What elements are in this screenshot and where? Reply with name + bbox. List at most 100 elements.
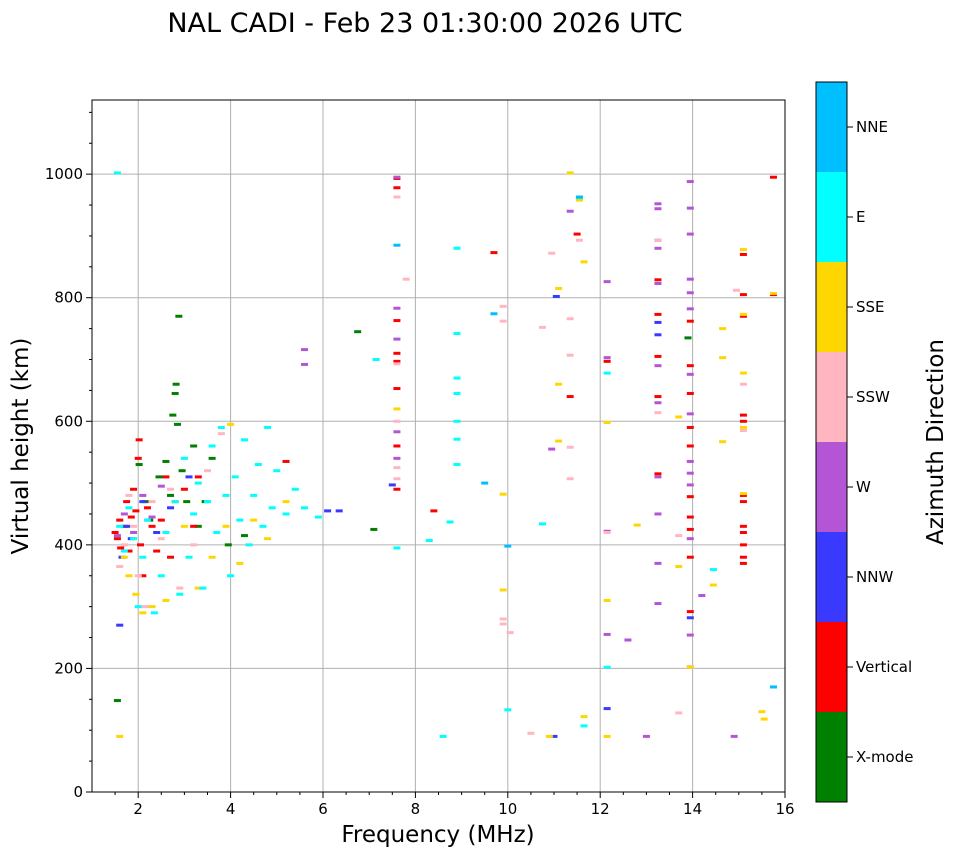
data-point-x-mode (370, 527, 378, 531)
data-point-w (686, 483, 694, 487)
data-point-vertical (194, 475, 202, 479)
data-point-sse (769, 291, 777, 295)
data-point-sse (393, 407, 401, 411)
data-point-vertical (654, 278, 662, 282)
data-point-ssw (739, 382, 747, 386)
data-point-e (453, 391, 461, 395)
data-point-e (453, 437, 461, 441)
data-point-e (157, 574, 165, 578)
data-point-sse (719, 327, 727, 331)
data-point-sse (139, 611, 147, 615)
data-point-w (654, 561, 662, 565)
data-point-vertical (393, 487, 401, 491)
data-point-nnw (654, 320, 662, 324)
data-point-e (453, 463, 461, 467)
data-point-e (134, 605, 142, 609)
data-point-vertical (130, 487, 138, 491)
data-point-vertical (654, 472, 662, 476)
data-point-sse (499, 588, 507, 592)
data-point-e (143, 518, 151, 522)
data-point-e (291, 487, 299, 491)
data-point-e (453, 332, 461, 336)
colorbar: X-mode Vertical NNW W SSW SSE E NNE (815, 81, 913, 803)
data-point-w (603, 280, 611, 284)
data-point-x-mode (135, 463, 143, 467)
data-point-e (504, 708, 512, 712)
data-point-nnw (552, 294, 560, 298)
data-point-e (453, 246, 461, 250)
x-tick-label: 6 (318, 800, 328, 818)
data-point-vertical (739, 419, 747, 423)
colorbar-segment-sse (816, 262, 847, 352)
colorbar-tick-label: X-mode (856, 748, 913, 766)
data-point-sse (709, 583, 717, 587)
data-point-w (548, 447, 556, 451)
data-point-x-mode (178, 469, 186, 473)
data-point-sse (739, 492, 747, 496)
data-point-nnw (153, 531, 161, 534)
data-point-w (624, 638, 632, 642)
data-point-e (273, 469, 281, 473)
data-point-nnw (654, 333, 662, 337)
data-point-w (393, 175, 401, 179)
data-point-sse (686, 665, 694, 669)
data-point-w (642, 734, 650, 738)
data-point-vertical (116, 518, 124, 522)
data-point-sse (120, 555, 128, 559)
data-point-x-mode (172, 382, 180, 386)
data-point-w (566, 209, 574, 213)
data-point-e (439, 734, 447, 738)
data-point-ssw (393, 477, 401, 481)
plot-area (92, 100, 785, 792)
data-point-ssw (402, 277, 410, 281)
data-point-w (686, 412, 694, 416)
data-point-x-mode (162, 459, 170, 463)
data-point-e (222, 493, 230, 497)
data-point-sse (499, 492, 507, 496)
data-point-vertical (393, 359, 401, 363)
data-point-vertical (393, 186, 401, 190)
data-point-e (709, 568, 717, 572)
data-point-vertical (180, 487, 188, 491)
colorbar-tick-label: Vertical (856, 658, 912, 676)
data-point-vertical (686, 319, 694, 323)
data-point-vertical (134, 456, 142, 460)
data-point-sse (739, 248, 747, 252)
data-point-ssw (167, 487, 175, 491)
data-point-w (393, 306, 401, 310)
colorbar-segment-e (816, 172, 847, 262)
data-point-vertical (111, 531, 119, 534)
y-tick-label: 600 (54, 412, 83, 430)
data-point-vertical (654, 395, 662, 399)
data-point-vertical (769, 175, 777, 179)
data-point-ssw (393, 419, 401, 423)
data-point-sse (580, 715, 588, 719)
data-point-w (686, 537, 694, 541)
data-point-x-mode (173, 422, 181, 426)
data-point-e (113, 171, 121, 175)
data-point-vertical (148, 524, 156, 528)
data-points (111, 171, 777, 738)
data-point-e (259, 524, 267, 528)
data-point-vertical (139, 574, 147, 578)
data-point-vertical (739, 493, 747, 497)
data-point-vertical (654, 354, 662, 358)
data-point-w (148, 515, 156, 519)
data-point-e (603, 371, 611, 375)
data-point-w (130, 531, 138, 534)
data-point-sse (603, 734, 611, 738)
data-point-sse (222, 524, 230, 528)
data-point-sse (194, 586, 202, 590)
data-point-vertical (739, 561, 747, 565)
data-point-vertical (143, 506, 151, 510)
data-point-vertical (157, 518, 165, 522)
y-tick-label: 0 (73, 783, 83, 801)
data-point-e (240, 438, 248, 442)
data-point-vertical (167, 555, 175, 559)
data-point-e (199, 586, 207, 590)
colorbar-segment-ssw (816, 352, 847, 442)
data-point-nnw (550, 734, 558, 738)
data-point-sse (633, 523, 641, 527)
data-point-ssw (732, 288, 740, 292)
